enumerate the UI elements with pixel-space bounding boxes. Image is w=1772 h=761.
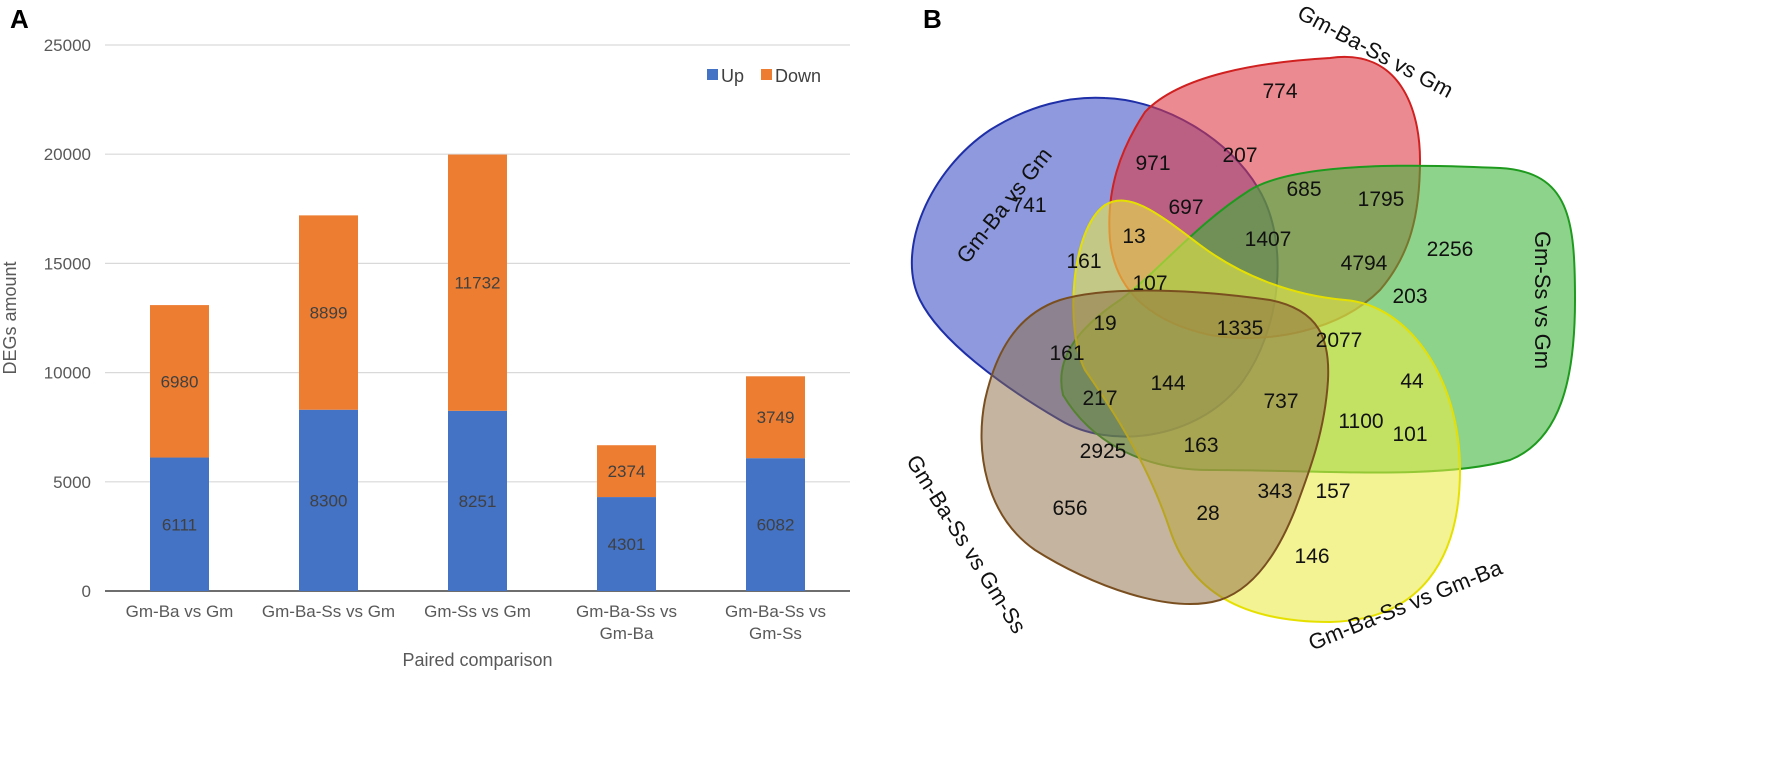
bar-value-label: 8300 <box>310 491 348 510</box>
venn-region-count: 107 <box>1132 272 1167 295</box>
venn-region-count: 656 <box>1052 497 1087 520</box>
venn-set-label: Gm-Ss vs Gm <box>1530 231 1555 369</box>
y-tick-label: 10000 <box>44 364 91 383</box>
panel-label-a: A <box>10 4 29 34</box>
y-axis-title: DEGs amount <box>0 261 20 374</box>
venn-region-count: 217 <box>1082 387 1117 410</box>
bar-up <box>448 410 507 591</box>
venn-region-count: 4794 <box>1341 252 1388 275</box>
bar-down <box>597 445 656 498</box>
venn-region-count: 207 <box>1222 144 1257 167</box>
venn-region-count: 2256 <box>1427 238 1474 261</box>
x-tick-label: Gm-Ba-Ss vs <box>725 602 826 621</box>
y-tick-label: 25000 <box>44 36 91 55</box>
bar-up <box>746 458 805 591</box>
bar-up <box>299 409 358 591</box>
venn-region-count: 737 <box>1263 390 1298 413</box>
venn-region-count: 741 <box>1011 194 1046 217</box>
venn-region-count: 19 <box>1093 312 1116 335</box>
legend-swatch-up <box>707 69 718 80</box>
venn-region-count: 144 <box>1150 372 1185 395</box>
x-tick-label: Gm-Ba-Ss vs Gm <box>262 602 395 621</box>
bar-chart: A 0 5000 10000 15000 20000 25000 6111 6980 Gm-Ba … <box>0 4 850 670</box>
bar-value-label: 8251 <box>459 492 497 511</box>
bar-down <box>746 376 805 459</box>
venn-region-count: 161 <box>1066 250 1101 273</box>
y-tick-label: 15000 <box>44 254 91 273</box>
bar-value-label: 8899 <box>310 304 348 323</box>
y-tick-label: 20000 <box>44 145 91 164</box>
legend-swatch-down <box>761 69 772 80</box>
venn-region-count: 343 <box>1257 480 1292 503</box>
venn-region-count: 157 <box>1315 480 1350 503</box>
venn-region-count: 697 <box>1168 196 1203 219</box>
x-tick-label: Gm-Ss <box>749 624 802 643</box>
bar-value-label: 6082 <box>757 516 795 535</box>
x-tick-label: Gm-Ss vs Gm <box>424 602 531 621</box>
venn-region-count: 101 <box>1392 423 1427 446</box>
legend-label-up: Up <box>721 66 744 86</box>
x-tick-label: Gm-Ba-Ss vs <box>576 602 677 621</box>
bar-down <box>299 215 358 410</box>
venn-region-count: 44 <box>1400 370 1424 393</box>
venn-set-5-shape <box>980 289 1330 605</box>
bar-value-label: 6111 <box>162 515 197 534</box>
venn-region-count: 1335 <box>1217 317 1264 340</box>
venn-region-count: 971 <box>1135 152 1170 175</box>
venn-region-count: 13 <box>1122 225 1145 248</box>
venn-region-count: 161 <box>1049 342 1084 365</box>
bar-down <box>150 305 209 458</box>
venn-region-count: 685 <box>1286 178 1321 201</box>
venn-region-count: 28 <box>1196 502 1219 525</box>
bar-up <box>597 497 656 591</box>
y-tick-label: 5000 <box>53 473 91 492</box>
bar-up <box>150 457 209 591</box>
y-tick-label: 0 <box>82 582 91 601</box>
venn-region-count: 2925 <box>1080 440 1127 463</box>
venn-region-count: 163 <box>1183 434 1218 457</box>
venn-region-count: 774 <box>1262 80 1297 103</box>
bar-value-label: 3749 <box>757 408 795 427</box>
venn-region-count: 203 <box>1392 285 1427 308</box>
venn-region-count: 1407 <box>1245 228 1292 251</box>
venn-region-count: 1795 <box>1358 188 1405 211</box>
venn-region-count: 1100 <box>1338 410 1383 433</box>
bar-value-label: 6980 <box>161 372 199 391</box>
bar-value-label: 4301 <box>608 535 646 554</box>
legend-label-down: Down <box>775 66 821 86</box>
panel-label-b: B <box>923 4 942 34</box>
venn-region-count: 2077 <box>1316 329 1363 352</box>
x-tick-label: Gm-Ba vs Gm <box>126 602 234 621</box>
x-tick-label: Gm-Ba <box>600 624 654 643</box>
bar-down <box>448 154 507 411</box>
bar-value-label: 2374 <box>608 462 646 481</box>
venn-region-count: 146 <box>1294 545 1329 568</box>
bar-value-label: 11732 <box>454 274 500 293</box>
x-axis-title: Paired comparison <box>402 650 552 670</box>
